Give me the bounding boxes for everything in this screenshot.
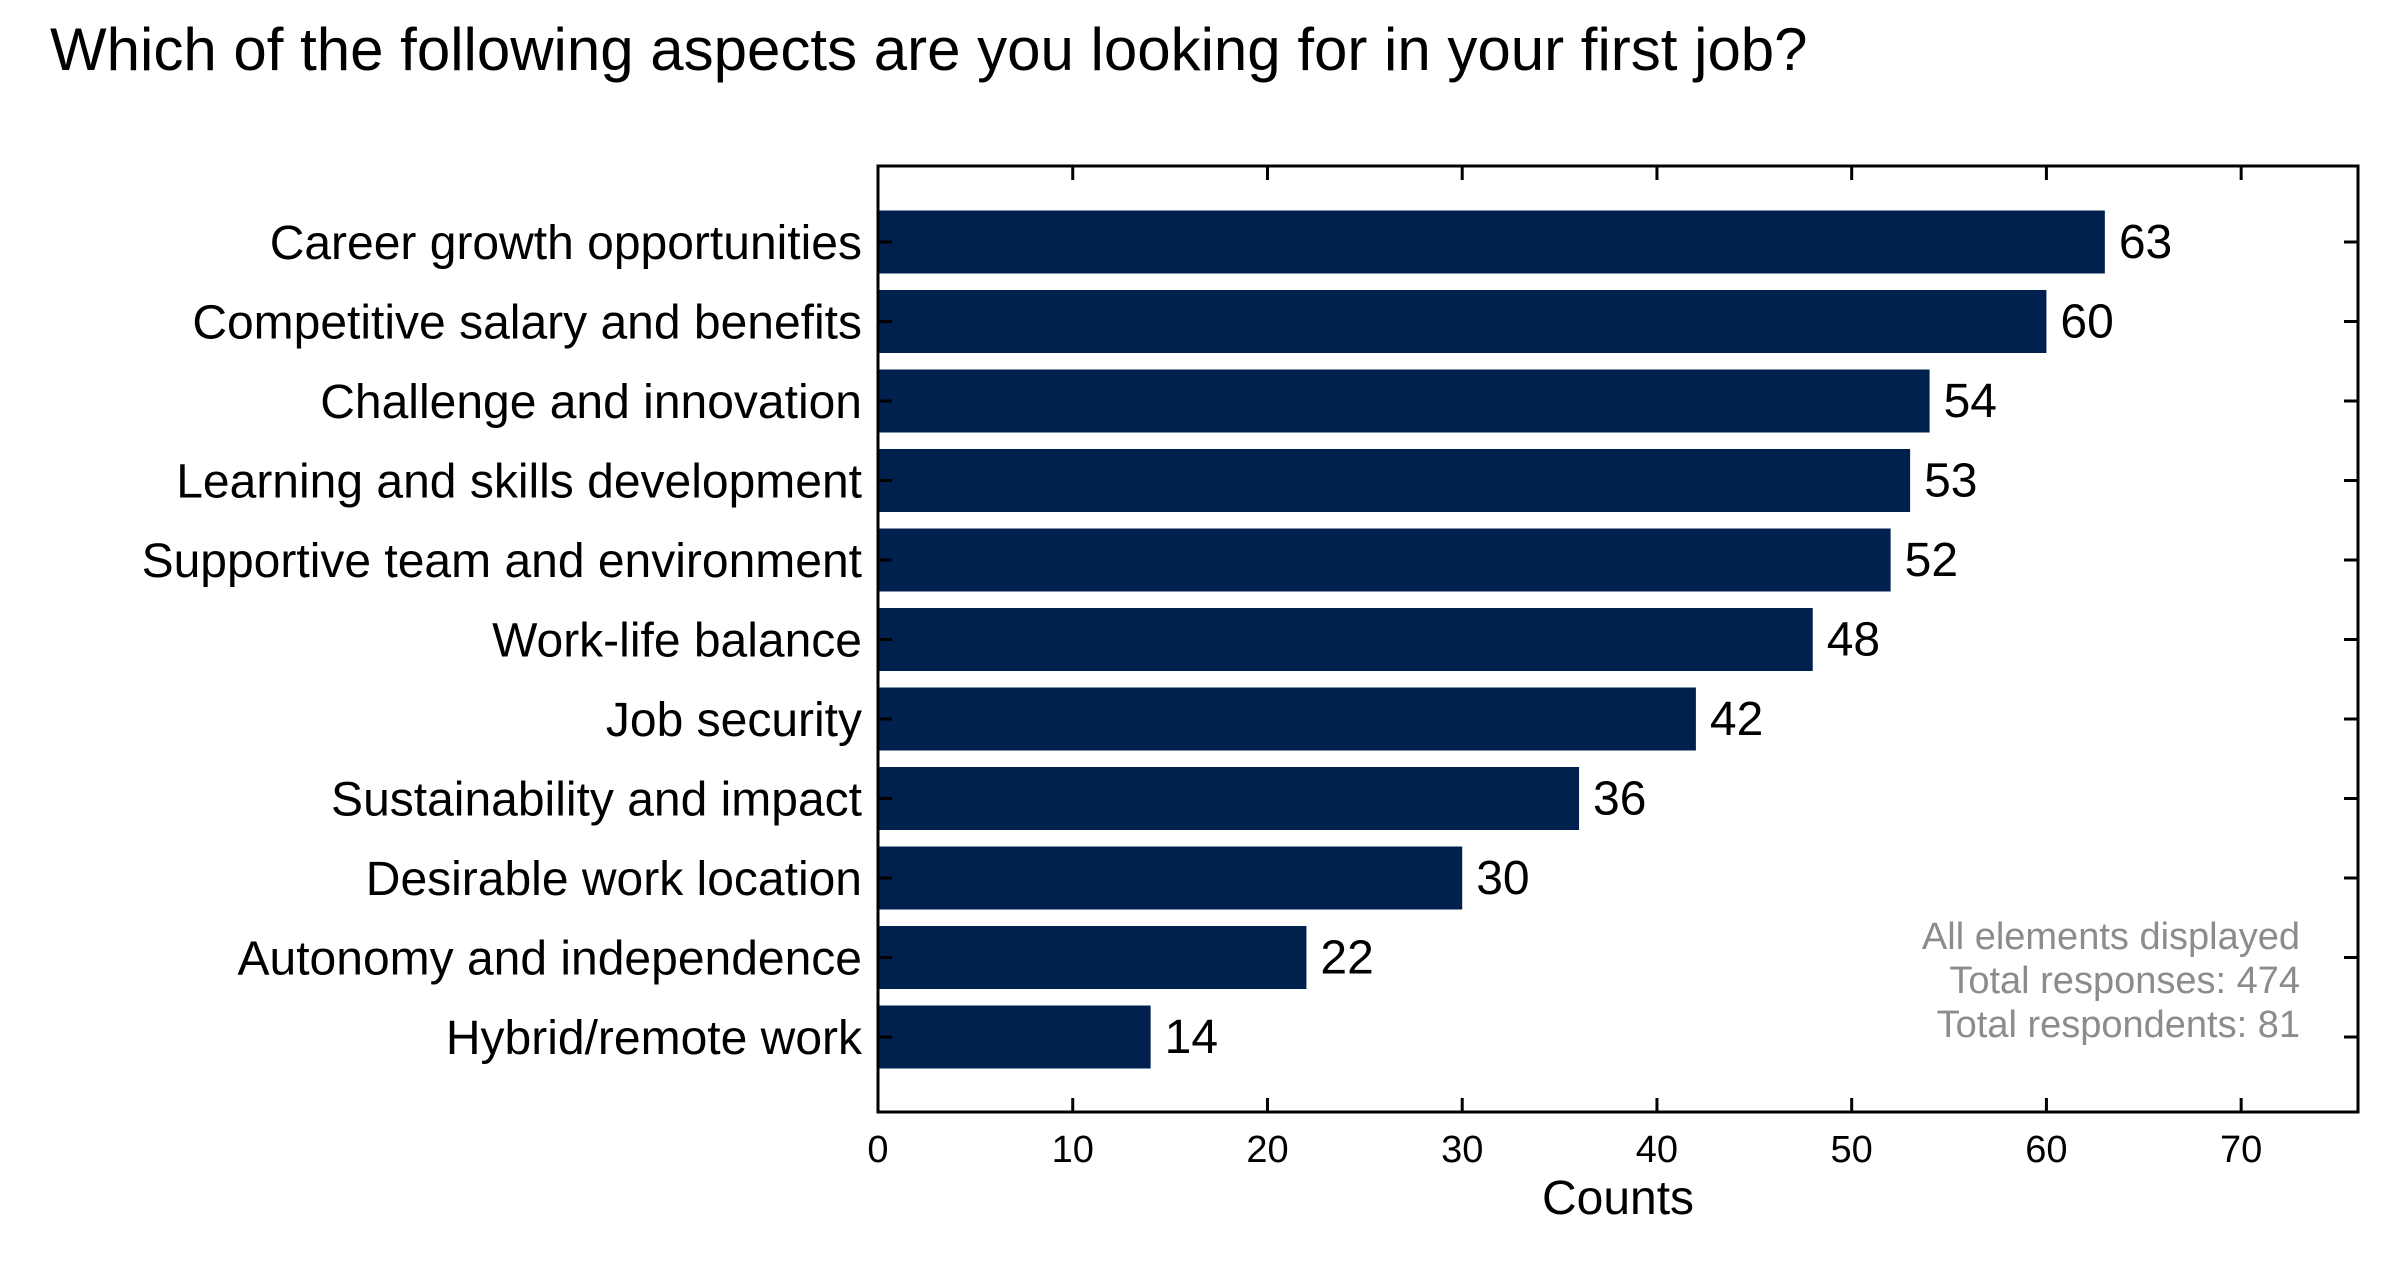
bar [878, 926, 1307, 989]
data-label: 53 [1924, 455, 1977, 508]
x-tick-label: 0 [867, 1129, 888, 1171]
x-tick-label: 70 [2220, 1129, 2262, 1171]
category-label: Sustainability and impact [331, 774, 862, 827]
data-label: 14 [1165, 1011, 1218, 1064]
bar [878, 290, 2047, 353]
annotation-box: All elements displayed Total responses: 4… [1922, 916, 2300, 1046]
plot-frame [876, 164, 2360, 1114]
x-tick-label: 20 [1246, 1129, 1288, 1171]
annotation-line: Total responses: 474 [1949, 960, 2300, 1002]
chart-title: Which of the following aspects are you l… [50, 16, 1808, 83]
data-label: 63 [2119, 216, 2172, 269]
bar [878, 369, 1930, 433]
bar [878, 210, 2105, 274]
category-label: Learning and skills development [176, 456, 862, 509]
bar [878, 449, 1911, 512]
bar [878, 1005, 1151, 1069]
category-label: Supportive team and environment [142, 535, 862, 588]
data-label: 22 [1320, 932, 1373, 985]
bar [878, 528, 1891, 592]
bar [878, 767, 1580, 830]
data-label: 42 [1710, 693, 1763, 746]
x-tick-label: 60 [2025, 1129, 2067, 1171]
data-label: 36 [1593, 773, 1646, 826]
data-label: 60 [2060, 296, 2113, 349]
x-axis-title: Counts [1542, 1172, 1694, 1225]
category-label: Desirable work location [366, 853, 862, 906]
x-tick-label: 50 [1831, 1129, 1873, 1171]
x-tick-label: 10 [1052, 1129, 1094, 1171]
labels-layer: Career growth opportunities 63 Competitive… [142, 216, 2263, 1171]
data-label: 52 [1905, 534, 1958, 587]
bar [878, 608, 1813, 671]
bar [878, 846, 1463, 910]
category-label: Job security [606, 694, 862, 747]
category-label: Competitive salary and benefits [192, 297, 862, 350]
x-tick-label: 40 [1636, 1129, 1678, 1171]
category-label: Challenge and innovation [320, 376, 862, 429]
category-label: Career growth opportunities [270, 217, 862, 270]
bar [878, 687, 1696, 751]
category-label: Hybrid/remote work [446, 1012, 863, 1065]
data-label: 30 [1476, 852, 1529, 905]
ticks-layer [876, 166, 2358, 1112]
category-label: Work-life balance [492, 615, 862, 668]
annotation-line: All elements displayed [1922, 916, 2300, 958]
x-tick-label: 30 [1441, 1129, 1483, 1171]
category-label: Autonomy and independence [238, 933, 863, 986]
annotation-line: Total respondents: 81 [1937, 1004, 2300, 1046]
bars-layer [878, 210, 2105, 1069]
data-label: 48 [1827, 614, 1880, 667]
data-label: 54 [1944, 375, 1997, 428]
